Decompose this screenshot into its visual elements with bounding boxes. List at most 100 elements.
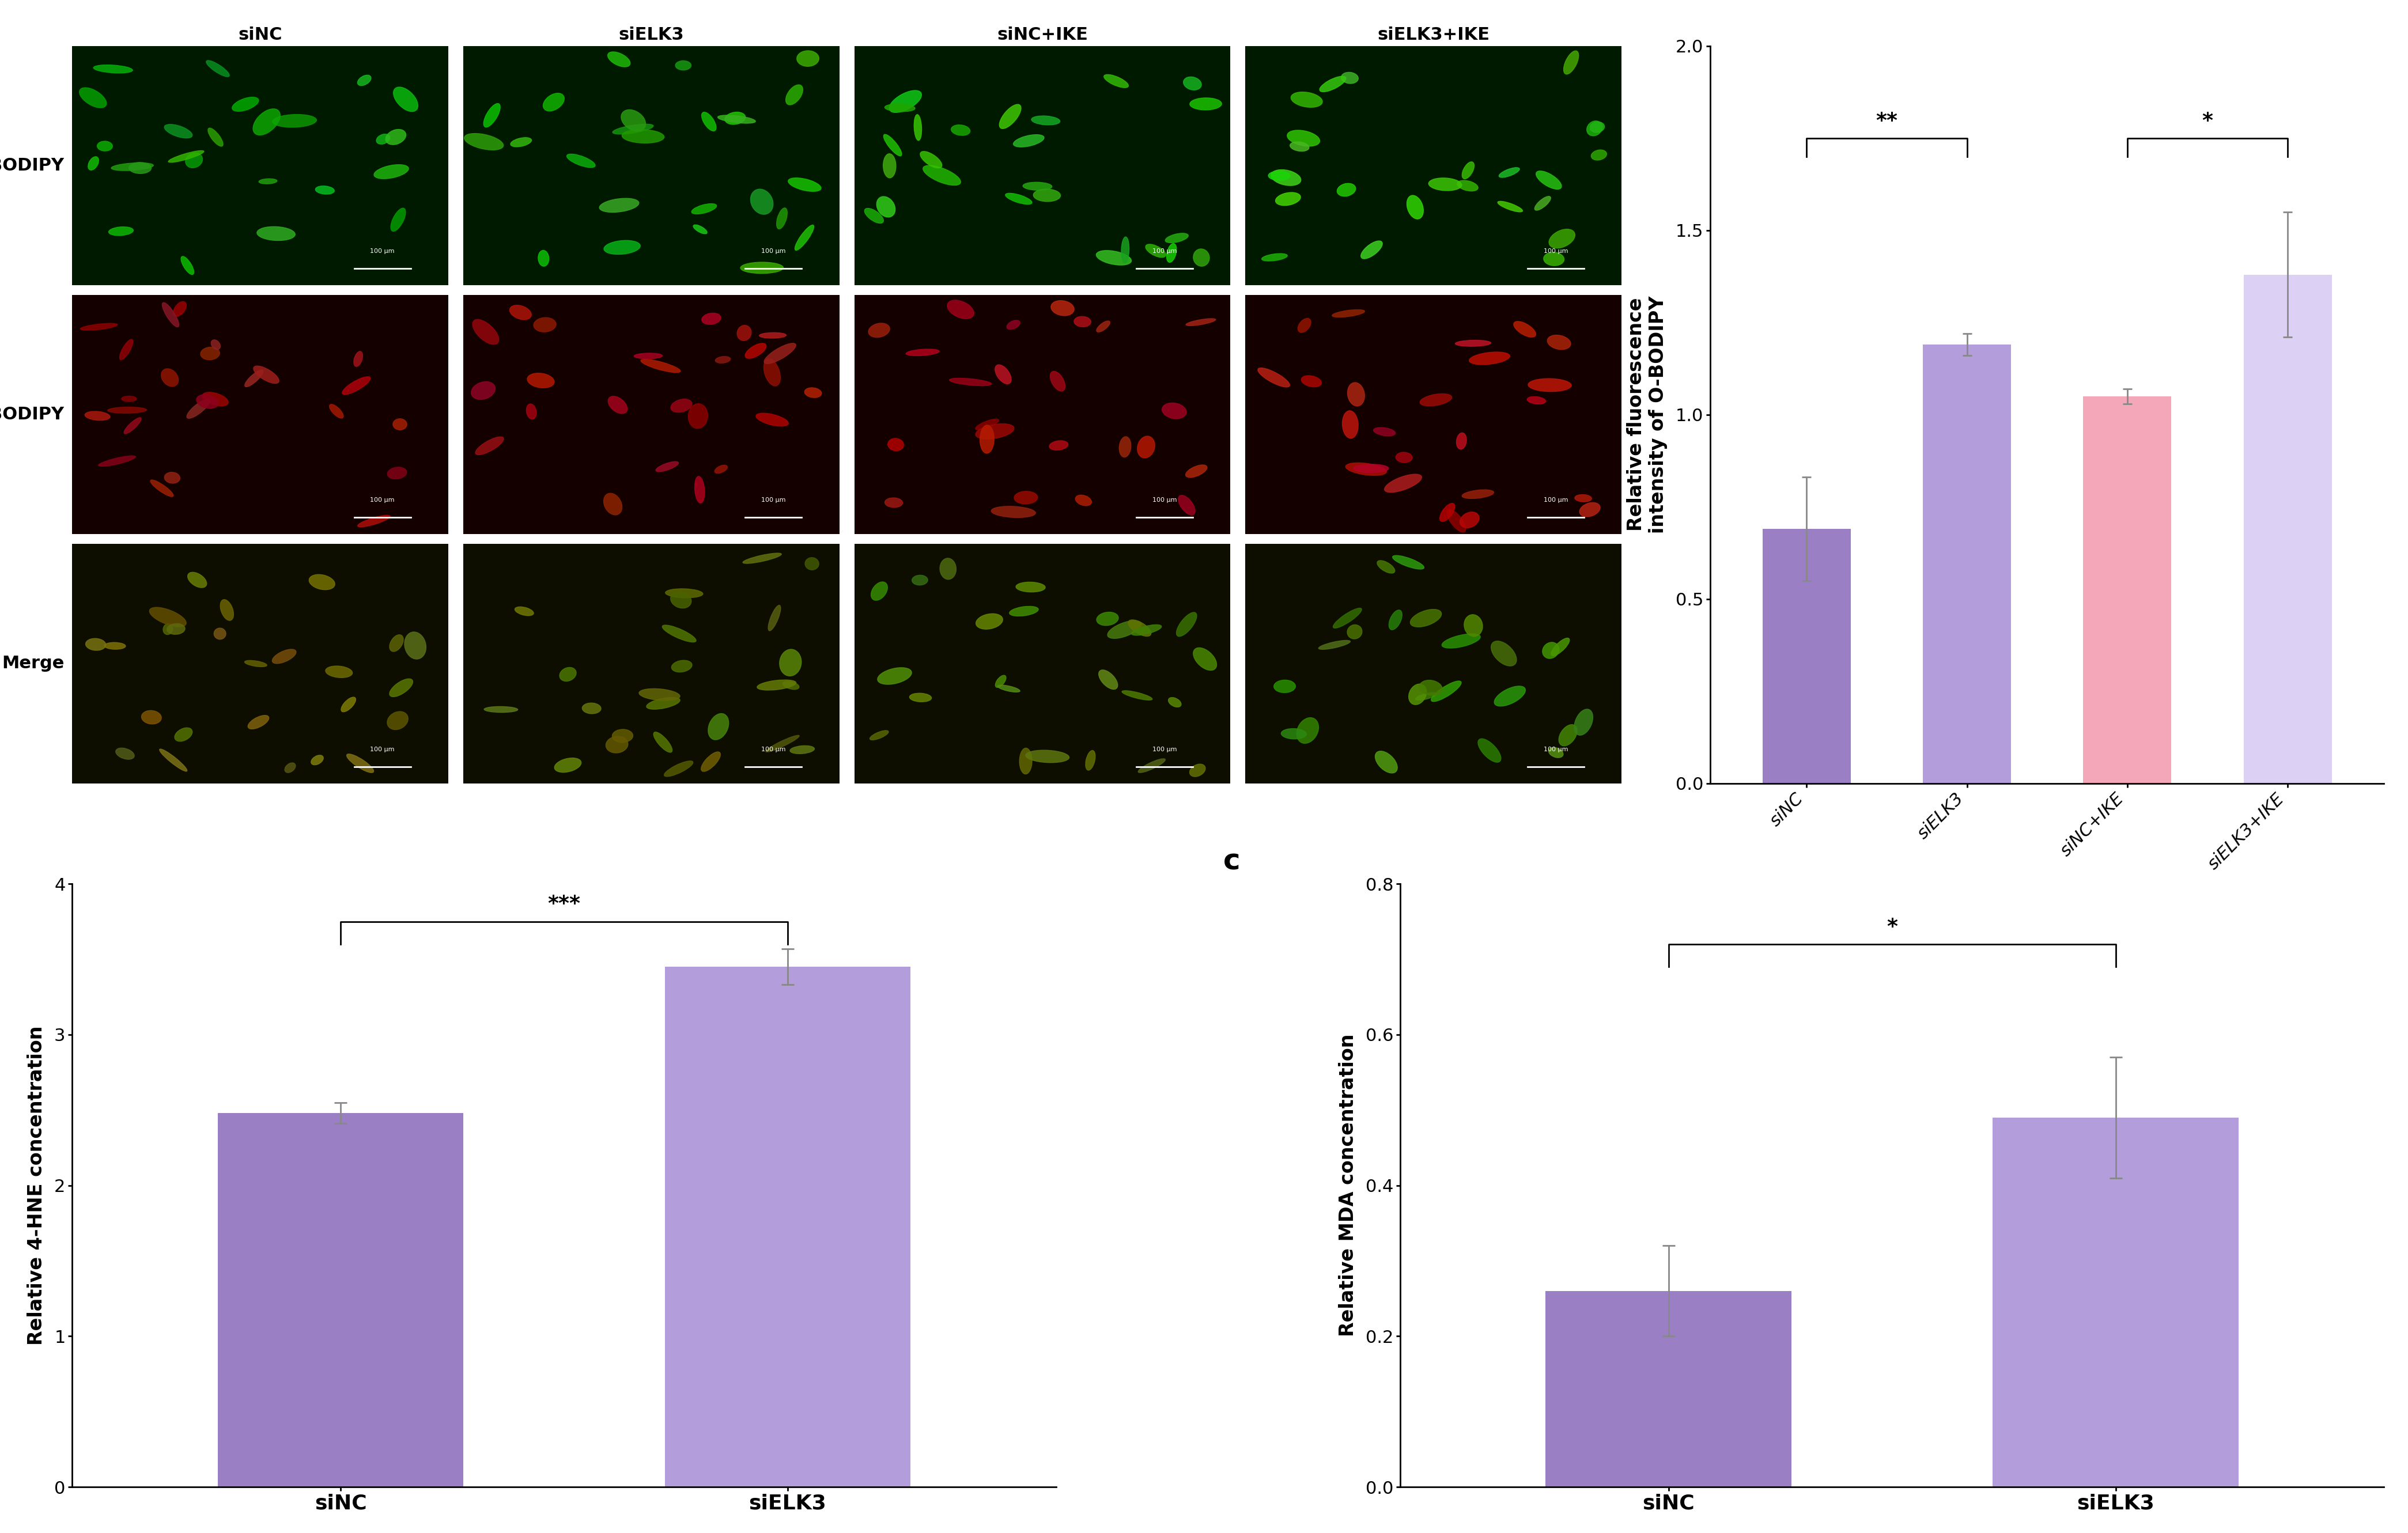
Ellipse shape — [1377, 561, 1394, 573]
Bar — [1546, 1291, 1792, 1487]
Ellipse shape — [1515, 322, 1536, 337]
Ellipse shape — [566, 153, 595, 167]
Ellipse shape — [315, 185, 335, 195]
Ellipse shape — [1416, 693, 1438, 701]
Ellipse shape — [766, 736, 799, 753]
Ellipse shape — [1096, 612, 1117, 625]
Ellipse shape — [258, 227, 296, 241]
Ellipse shape — [1291, 141, 1310, 152]
Ellipse shape — [884, 153, 896, 178]
Ellipse shape — [1336, 184, 1356, 196]
Ellipse shape — [804, 388, 821, 397]
Ellipse shape — [1096, 250, 1132, 265]
Ellipse shape — [804, 558, 819, 570]
Bar — [1994, 1118, 2239, 1487]
Y-axis label: Relative fluorescence
intensity of O-BODIPY: Relative fluorescence intensity of O-BOD… — [1628, 296, 1669, 533]
Ellipse shape — [207, 60, 229, 77]
Ellipse shape — [1033, 189, 1060, 201]
Ellipse shape — [939, 558, 956, 579]
Ellipse shape — [742, 553, 783, 564]
Ellipse shape — [744, 343, 766, 359]
Ellipse shape — [405, 632, 426, 659]
Ellipse shape — [1457, 181, 1479, 192]
Ellipse shape — [884, 104, 915, 112]
Ellipse shape — [975, 419, 999, 429]
Ellipse shape — [1300, 376, 1322, 386]
Ellipse shape — [763, 343, 797, 363]
Ellipse shape — [674, 61, 691, 71]
Text: **: ** — [1876, 112, 1898, 130]
Ellipse shape — [1457, 432, 1466, 449]
Ellipse shape — [535, 317, 556, 333]
Title: siNC+IKE: siNC+IKE — [997, 26, 1088, 43]
Ellipse shape — [1544, 642, 1558, 659]
Ellipse shape — [161, 368, 178, 386]
Ellipse shape — [1411, 609, 1442, 627]
Ellipse shape — [1558, 725, 1577, 747]
Ellipse shape — [120, 396, 137, 402]
Ellipse shape — [612, 124, 653, 135]
Ellipse shape — [330, 405, 344, 419]
Ellipse shape — [188, 572, 207, 587]
Ellipse shape — [869, 323, 891, 337]
Y-axis label: Merge: Merge — [2, 655, 65, 671]
Text: 100 μm: 100 μm — [761, 248, 785, 254]
Ellipse shape — [1334, 609, 1361, 629]
Ellipse shape — [1375, 751, 1397, 773]
Ellipse shape — [1498, 167, 1519, 178]
Ellipse shape — [1187, 319, 1216, 325]
Text: 100 μm: 100 μm — [1544, 747, 1568, 753]
Ellipse shape — [1428, 178, 1462, 190]
Ellipse shape — [669, 592, 691, 609]
Ellipse shape — [1163, 403, 1187, 419]
Ellipse shape — [910, 693, 932, 702]
Ellipse shape — [1464, 615, 1483, 636]
Ellipse shape — [1320, 77, 1346, 92]
Ellipse shape — [1296, 717, 1320, 744]
Y-axis label: O-BODIPY: O-BODIPY — [0, 158, 65, 175]
Ellipse shape — [795, 225, 814, 250]
Ellipse shape — [1469, 353, 1510, 365]
Ellipse shape — [1178, 612, 1197, 636]
Ellipse shape — [607, 52, 631, 67]
Ellipse shape — [120, 339, 132, 360]
Ellipse shape — [1447, 509, 1466, 532]
Ellipse shape — [1462, 489, 1493, 498]
Ellipse shape — [1185, 464, 1206, 477]
Ellipse shape — [787, 178, 821, 192]
Ellipse shape — [308, 575, 335, 590]
Ellipse shape — [715, 357, 730, 363]
Ellipse shape — [609, 396, 626, 414]
Ellipse shape — [164, 124, 193, 138]
Ellipse shape — [600, 198, 638, 212]
Ellipse shape — [665, 589, 703, 598]
Ellipse shape — [79, 87, 106, 107]
Text: 100 μm: 100 μm — [1153, 248, 1178, 254]
Ellipse shape — [393, 419, 407, 429]
Ellipse shape — [997, 685, 1021, 691]
Ellipse shape — [1120, 437, 1132, 457]
Ellipse shape — [1165, 233, 1187, 242]
Ellipse shape — [1182, 77, 1202, 90]
Ellipse shape — [272, 650, 296, 664]
Ellipse shape — [1440, 503, 1454, 521]
Ellipse shape — [889, 438, 903, 451]
Ellipse shape — [108, 227, 132, 236]
Title: siNC: siNC — [238, 26, 282, 43]
Text: 100 μm: 100 μm — [371, 497, 395, 503]
Ellipse shape — [877, 667, 913, 684]
Ellipse shape — [1168, 698, 1182, 707]
Ellipse shape — [1274, 681, 1296, 693]
Ellipse shape — [756, 679, 797, 690]
Ellipse shape — [149, 480, 173, 497]
Ellipse shape — [995, 365, 1011, 383]
Ellipse shape — [1108, 621, 1141, 638]
Ellipse shape — [474, 437, 503, 455]
Ellipse shape — [284, 763, 296, 773]
Ellipse shape — [96, 141, 113, 152]
Ellipse shape — [197, 394, 219, 408]
Text: c: c — [1223, 848, 1240, 875]
Ellipse shape — [1014, 135, 1045, 147]
Ellipse shape — [1495, 687, 1524, 707]
Ellipse shape — [390, 635, 405, 652]
